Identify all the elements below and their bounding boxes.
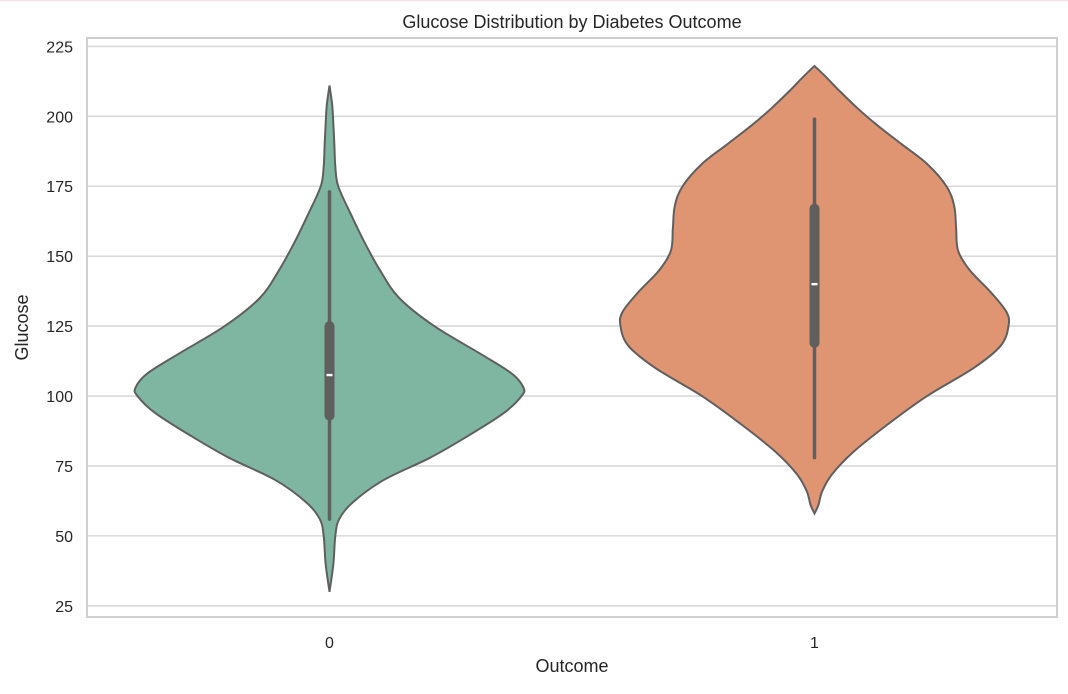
- y-tick-label: 75: [55, 459, 73, 476]
- inner-boxes: [324, 117, 820, 521]
- x-axis-title: Outcome: [535, 656, 608, 676]
- y-axis-title: Glucose: [12, 294, 32, 360]
- y-tick-label: 50: [55, 529, 73, 546]
- y-tick-label: 25: [55, 599, 73, 616]
- y-tick-label: 225: [46, 39, 73, 56]
- y-tick-labels: 25 50 75 100 125 150 175 200 225: [46, 39, 73, 615]
- y-tick-label: 125: [46, 319, 73, 336]
- top-border-line: [0, 0, 1068, 1]
- violins: [133, 64, 1011, 592]
- plot-frame: [86, 37, 1058, 618]
- y-tick-label: 150: [46, 249, 73, 266]
- y-tick-label: 100: [46, 389, 73, 406]
- y-tick-label: 200: [46, 109, 73, 126]
- y-tick-label: 175: [46, 179, 73, 196]
- x-tick-label: 1: [810, 635, 819, 652]
- x-tick-label: 0: [325, 635, 334, 652]
- chart-title: Glucose Distribution by Diabetes Outcome: [402, 12, 741, 32]
